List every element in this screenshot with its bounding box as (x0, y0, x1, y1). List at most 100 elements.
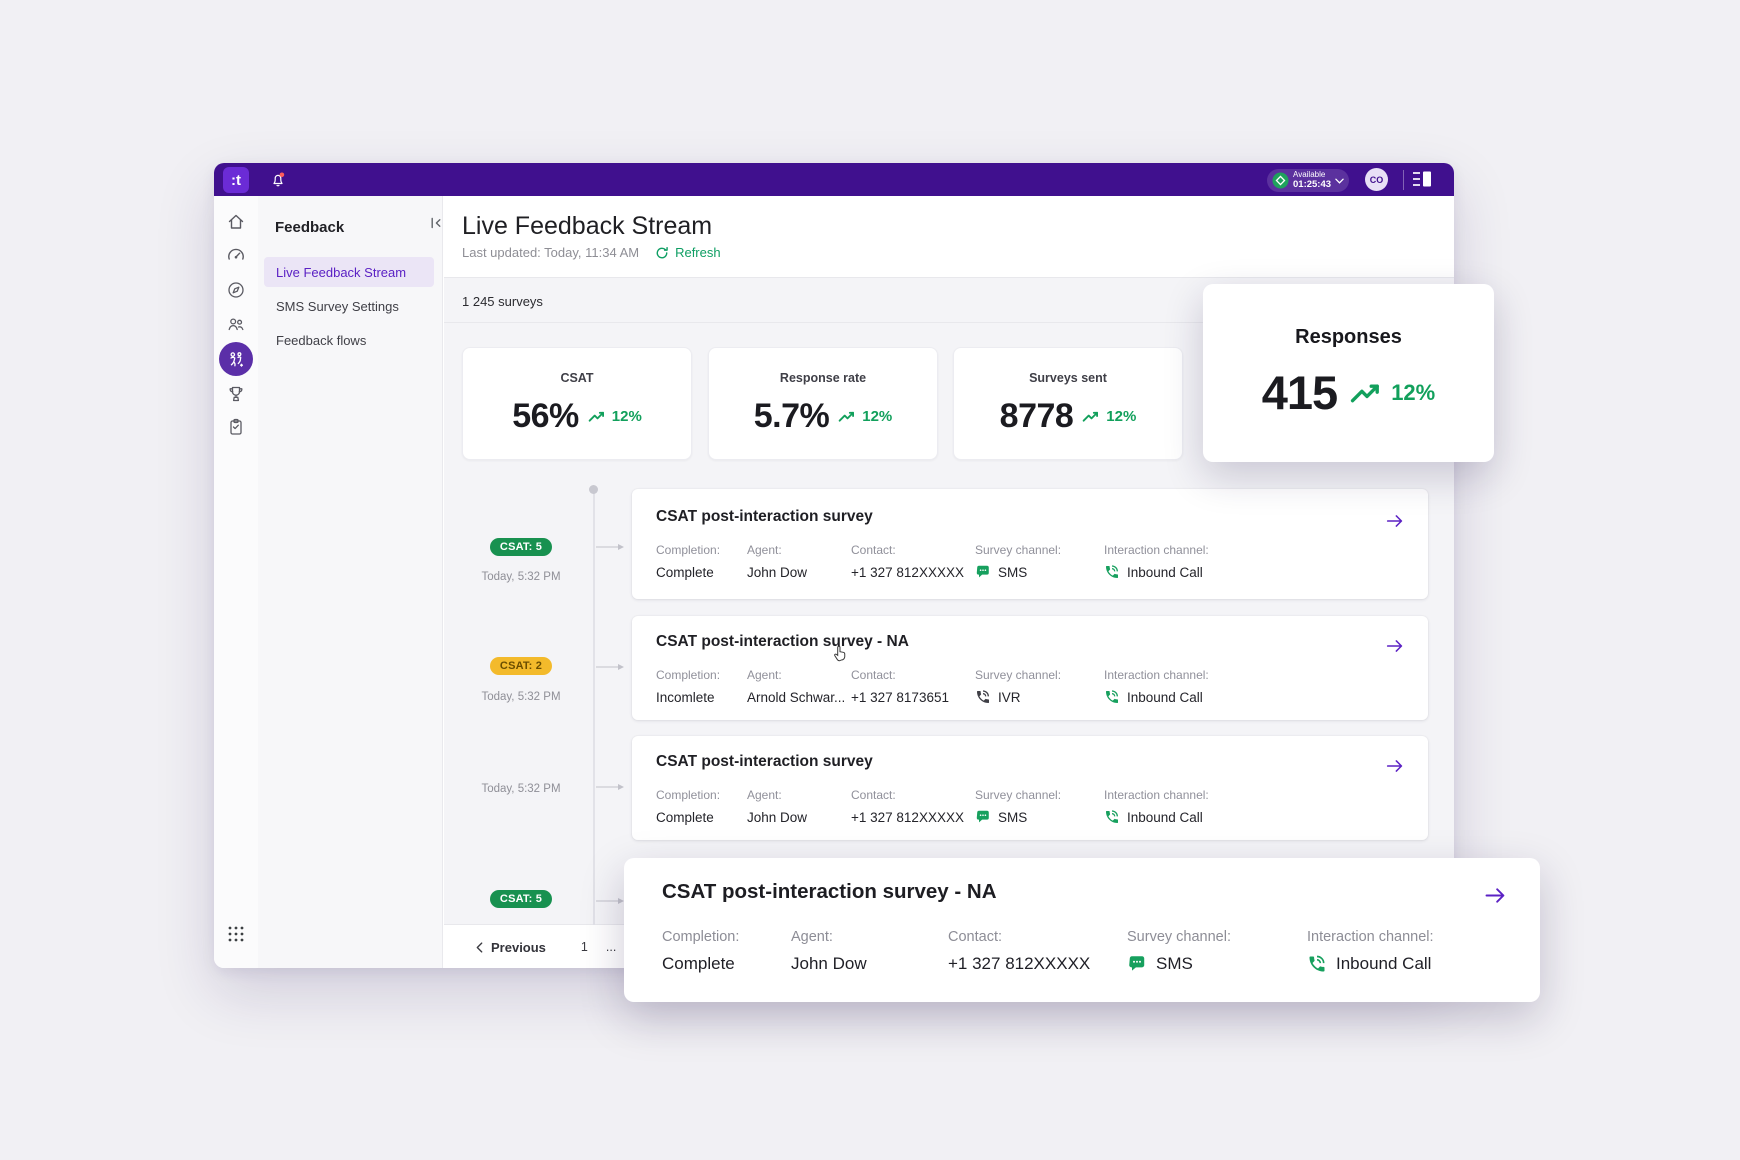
feed-timeline (593, 489, 595, 925)
survey-channel-label: Survey channel: (975, 668, 1062, 682)
notifications-bell-icon[interactable] (268, 169, 288, 189)
completion-value: Complete (656, 564, 714, 580)
apps-grid-icon[interactable] (227, 925, 245, 943)
agent-label: Agent: (747, 788, 782, 802)
survey-card[interactable] (632, 489, 1428, 599)
refresh-button[interactable]: Refresh (655, 245, 721, 260)
survey-channel-label: Survey channel: (975, 543, 1062, 557)
completion-label: Completion: (656, 788, 721, 802)
feed-time-wrap: Today, 5:32 PM (465, 779, 577, 797)
page-title: Live Feedback Stream (462, 212, 713, 240)
feedback-icon[interactable] (226, 349, 246, 369)
chevron-down-icon (1335, 178, 1344, 184)
status-timer: 01:25:43 (1293, 178, 1332, 190)
compass-explore-icon[interactable] (226, 280, 246, 300)
timeline-dot (589, 485, 598, 494)
gamification-trophy-icon[interactable] (226, 384, 246, 404)
collapse-panel-icon[interactable] (429, 216, 443, 230)
contact-value: +1 327 812XXXXX (851, 809, 964, 825)
interaction-channel-value: Inbound Call (1336, 954, 1432, 973)
contact-label: Contact: (851, 788, 896, 802)
completion-value: Incomlete (656, 689, 715, 705)
interaction-channel-value: Inbound Call (1127, 689, 1203, 705)
timeline-connector-arrow (596, 543, 628, 551)
contact-value: +1 327 812XXXXX (948, 954, 1091, 973)
stat-card-surveys-sent: Surveys sent 8778 12% (953, 347, 1183, 460)
open-survey-arrow-icon[interactable] (1384, 635, 1406, 657)
feed-time-wrap: Today, 5:32 PM (465, 567, 577, 585)
contact-value: +1 327 8173651 (851, 689, 949, 705)
stat-label: Response rate (779, 371, 867, 385)
survey-channel-value: SMS (1156, 954, 1193, 973)
inbound-call-icon (1104, 689, 1120, 705)
responses-stat-card-zoomed: Responses 415 12% (1203, 284, 1494, 462)
contact-label: Contact: (851, 668, 896, 682)
sidebar-icon-rail (214, 196, 258, 968)
active-menu-highlight (264, 257, 434, 287)
agent-value: John Dow (747, 809, 808, 825)
sms-icon (1127, 954, 1147, 974)
sidebar-item-live-feedback-stream[interactable]: Live Feedback Stream (276, 265, 407, 280)
agent-label: Agent: (747, 668, 782, 682)
refresh-icon (655, 246, 669, 260)
completion-value: Complete (656, 809, 714, 825)
feed-badge-wrap: CSAT: 5 (465, 889, 577, 908)
contacts-people-icon[interactable] (226, 314, 246, 334)
surveys-clipboard-icon[interactable] (226, 417, 246, 437)
survey-channel-value: SMS (998, 809, 1028, 825)
stat-trend: 12% (1106, 408, 1137, 425)
stat-label: Surveys sent (1029, 371, 1107, 385)
interaction-channel-label: Interaction channel: (1104, 668, 1209, 682)
inbound-call-icon (1104, 809, 1120, 825)
workspace-layout-icon[interactable] (1412, 171, 1432, 188)
survey-card-title: CSAT post-interaction survey (656, 508, 873, 525)
sidebar-item-feedback-flows[interactable]: Feedback flows (276, 333, 367, 348)
mouse-cursor (830, 642, 852, 664)
pagination-previous[interactable]: Previous (491, 939, 546, 955)
stat-value: 5.7% (753, 397, 830, 435)
user-avatar[interactable]: CO (1365, 168, 1388, 191)
feedback-active-indicator (219, 342, 253, 376)
app-top-bar (214, 163, 1454, 196)
open-survey-arrow-icon[interactable] (1384, 510, 1406, 532)
status-available-icon (1272, 172, 1289, 189)
completion-label: Completion: (656, 668, 721, 682)
open-survey-arrow-icon[interactable] (1384, 755, 1406, 777)
agent-status-selector[interactable]: Available 01:25:43 (1267, 169, 1349, 192)
divider (444, 322, 1454, 323)
timeline-connector-arrow (596, 897, 628, 905)
pagination-page-1[interactable]: 1 (580, 940, 588, 954)
inbound-call-icon (1104, 564, 1120, 580)
sms-icon (975, 564, 991, 580)
feed-timestamp: Today, 5:32 PM (481, 691, 561, 703)
sidebar-item-sms-survey-settings[interactable]: SMS Survey Settings (276, 299, 399, 314)
stat-card-csat: CSAT 56% 12% (462, 347, 692, 460)
csat-score-badge: CSAT: 5 (489, 538, 553, 556)
pagination-ellipsis: ... (605, 940, 617, 954)
home-icon[interactable] (226, 212, 246, 232)
survey-channel-value: SMS (998, 564, 1028, 580)
interaction-channel-label: Interaction channel: (1307, 929, 1434, 945)
responses-trend: 12% (1391, 379, 1436, 405)
survey-channel-label: Survey channel: (975, 788, 1062, 802)
last-updated-text: Last updated: Today, 11:34 AM (462, 245, 640, 260)
survey-card-title: CSAT post-interaction survey (656, 753, 873, 770)
survey-channel-label: Survey channel: (1127, 929, 1231, 945)
survey-card-zoomed[interactable] (624, 858, 1540, 1002)
feed-badge-wrap: CSAT: 2 (465, 656, 577, 675)
timeline-connector-arrow (596, 783, 628, 791)
survey-card[interactable] (632, 616, 1428, 720)
dashboard-gauge-icon[interactable] (226, 245, 246, 265)
stat-value: 56% (512, 397, 579, 435)
feed-badge-wrap: CSAT: 5 (465, 537, 577, 556)
agent-label: Agent: (747, 543, 782, 557)
chevron-left-icon[interactable] (476, 941, 483, 953)
sms-icon (975, 809, 991, 825)
csat-score-badge: CSAT: 2 (489, 657, 553, 675)
completion-label: Completion: (662, 929, 740, 945)
survey-card[interactable] (632, 736, 1428, 840)
topbar-divider (1403, 170, 1404, 190)
agent-label: Agent: (791, 929, 833, 945)
feed-time-wrap: Today, 5:32 PM (465, 687, 577, 705)
open-survey-arrow-icon[interactable] (1482, 882, 1509, 909)
